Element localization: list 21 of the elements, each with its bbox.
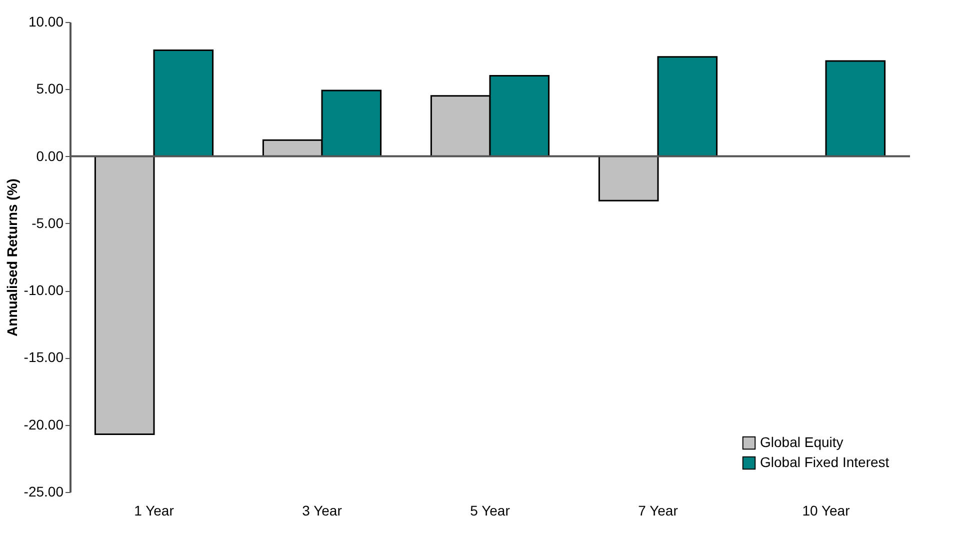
bar (598, 156, 659, 202)
y-tick-label: -20.00 (24, 416, 64, 432)
x-tick-label: 7 Year (638, 502, 678, 518)
y-tick-label: 10.00 (28, 14, 64, 30)
y-tick-label: 5.00 (36, 80, 64, 97)
bar (94, 156, 155, 436)
y-tick-label: -5.00 (32, 214, 64, 231)
x-tick-label: 10 Year (802, 502, 850, 518)
y-tick-label: 0.00 (36, 148, 64, 164)
legend-label: Global Fixed Interest (760, 454, 890, 470)
bar (825, 60, 886, 158)
y-tick-label: -15.00 (24, 349, 64, 366)
x-tick-label: 1 Year (134, 502, 174, 518)
y-tick-label: -10.00 (24, 282, 64, 298)
y-tick-label: -25.00 (24, 484, 64, 500)
bar (657, 56, 718, 158)
y-axis-title: Annualised Returns (%) (4, 178, 20, 336)
x-tick-label: 3 Year (302, 502, 342, 518)
x-tick-label: 5 Year (470, 502, 510, 518)
legend-label: Global Equity (760, 434, 844, 450)
bar (153, 49, 214, 158)
